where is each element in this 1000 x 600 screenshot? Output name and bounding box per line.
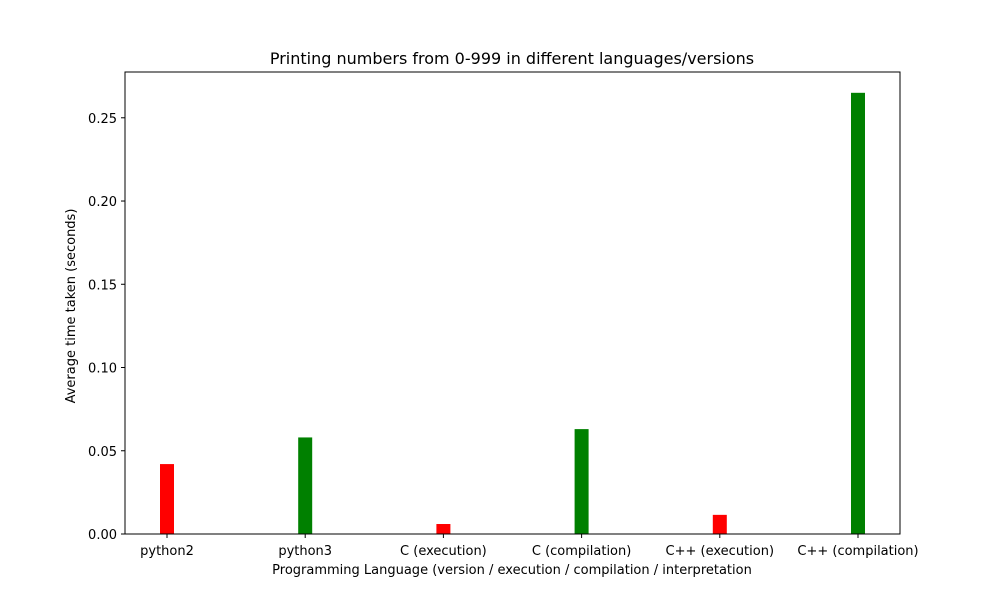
y-tick-label-3: 0.15 — [88, 278, 117, 293]
x-tick-label-4: C++ (execution) — [666, 544, 775, 559]
bar-0 — [160, 464, 174, 534]
x-tick-label-5: C++ (compilation) — [797, 544, 918, 559]
x-axis-label: Programming Language (version / executio… — [272, 563, 752, 578]
y-axis-label: Average time taken (seconds) — [64, 209, 79, 404]
x-axis: python2 python3 C (execution) C (compilatio… — [140, 534, 919, 559]
x-tick-label-1: python3 — [278, 544, 332, 559]
bar-2 — [436, 524, 451, 534]
axes-frame — [124, 71, 901, 535]
plot-area — [160, 92, 865, 534]
x-tick-label-2: C (execution) — [400, 544, 487, 559]
bar-1 — [298, 437, 313, 534]
y-axis: 0.00 0.05 0.10 0.15 0.20 0.25 — [88, 112, 125, 543]
chart-title: Printing numbers from 0-999 in different… — [270, 49, 754, 68]
x-tick-label-0: python2 — [140, 544, 194, 559]
y-tick-label-2: 0.10 — [88, 362, 117, 377]
y-tick-label-4: 0.20 — [88, 195, 117, 210]
x-tick-label-3: C (compilation) — [532, 544, 631, 559]
bar-5 — [851, 92, 865, 534]
bar-4 — [712, 514, 727, 534]
bar-3 — [574, 429, 589, 534]
y-tick-label-5: 0.25 — [88, 112, 117, 127]
y-tick-label-0: 0.00 — [88, 528, 117, 543]
y-tick-label-1: 0.05 — [88, 445, 117, 460]
